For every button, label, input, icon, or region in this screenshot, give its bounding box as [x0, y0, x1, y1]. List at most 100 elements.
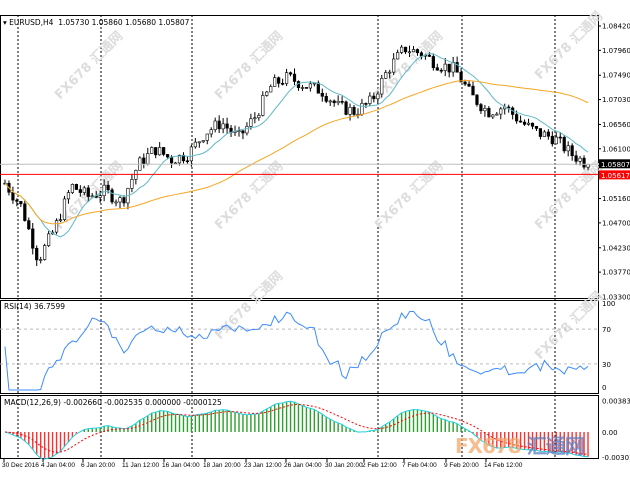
y-tick-label: 1.04700 — [602, 219, 630, 227]
y-tick-label: 1.05160 — [602, 195, 630, 203]
candle-body — [332, 100, 336, 104]
x-tick-label: 23 Jan 12:00 — [244, 462, 282, 469]
rsi-tick-label: 70 — [602, 326, 611, 334]
candle-body — [241, 130, 245, 134]
chart-title: ▾ EURUSD,H4 1.05730 1.05860 1.05680 1.05… — [3, 18, 190, 27]
rsi-tick-label: 30 — [602, 361, 611, 369]
candle-body — [284, 72, 289, 84]
candle-body — [403, 46, 408, 53]
candle-body — [193, 141, 197, 148]
candle-body — [58, 219, 63, 221]
candle-body — [249, 118, 253, 127]
candle-body — [455, 62, 459, 73]
watermark: FX678 汇通网 — [212, 268, 287, 343]
candle-body — [173, 162, 178, 165]
macd-tick-label: 0.00 — [602, 429, 618, 437]
candle-body — [134, 170, 138, 180]
candle-body — [550, 135, 554, 145]
candle-body — [479, 104, 483, 112]
current-price-label: 1.05807 — [601, 161, 630, 169]
candle-body — [328, 100, 332, 103]
macd-line — [4, 400, 589, 460]
x-tick-label: 4 Jan 04:00 — [41, 462, 75, 469]
rsi-tick-label: 0 — [602, 384, 606, 392]
candle-body — [142, 157, 146, 165]
x-tick-label: 6 Jan 20:00 — [81, 462, 115, 469]
candle-body — [451, 62, 455, 73]
y-tick-label: 1.04230 — [602, 244, 630, 252]
rsi-tick-label: 100 — [602, 300, 615, 308]
candle-body — [558, 136, 562, 139]
candle-body — [62, 198, 67, 220]
candle-body — [340, 101, 344, 103]
x-tick-label: 30 Dec 2016 — [2, 462, 39, 469]
rsi-line — [4, 310, 589, 391]
candle-body — [39, 259, 43, 261]
x-tick-label: 9 Feb 20:00 — [444, 462, 479, 469]
candle-body — [376, 93, 380, 100]
main-panel — [0, 15, 599, 299]
candle-body — [475, 94, 479, 105]
candle-body — [225, 123, 229, 129]
macd-panel — [0, 395, 599, 459]
candle-body — [495, 113, 499, 116]
x-tick-label: 16 Jan 04:00 — [162, 462, 200, 469]
candle-body — [471, 85, 475, 96]
y-tick-label: 1.07030 — [602, 96, 630, 104]
candle-body — [35, 247, 39, 261]
x-tick-label: 26 Jan 04:00 — [284, 462, 322, 469]
watermark: FX678 汇通网 — [212, 28, 287, 103]
watermark: FX678 汇通网 — [212, 158, 287, 233]
candle-body — [23, 203, 27, 221]
x-tick-label: 30 Jan 20:00 — [325, 462, 363, 469]
candle-body — [66, 192, 71, 200]
candle-body — [253, 117, 257, 120]
candle-body — [177, 154, 182, 164]
candle-body — [515, 114, 519, 122]
y-tick-label: 1.07490 — [602, 72, 630, 80]
candle-body — [90, 195, 94, 198]
candle-body — [150, 147, 154, 154]
fast-ma-line — [4, 52, 589, 238]
candle-body — [499, 108, 503, 115]
candle-body — [154, 147, 158, 156]
x-tick-label: 2 Feb 12:00 — [362, 462, 397, 469]
candle-body — [288, 72, 293, 75]
candle-body — [189, 146, 193, 162]
candle-body — [574, 155, 578, 162]
candle-body — [554, 136, 558, 145]
candle-body — [162, 147, 166, 155]
candle-body — [518, 120, 523, 123]
candle-body — [300, 87, 305, 89]
candle-body — [534, 126, 539, 129]
x-tick-label: 18 Jan 20:00 — [203, 462, 241, 469]
candle-body — [419, 52, 424, 57]
candle-body — [411, 49, 416, 53]
candle-body — [158, 147, 162, 156]
candle-body — [237, 130, 241, 133]
y-tick-label: 1.07960 — [602, 47, 630, 55]
candle-body — [86, 187, 90, 197]
candle-body — [11, 191, 15, 201]
fx678-logo: FX678 汇通网 — [455, 434, 585, 458]
candle-body — [70, 184, 75, 193]
candle-body — [110, 189, 114, 203]
candle-body — [74, 184, 78, 190]
candle-body — [344, 101, 348, 115]
y-tick-label: 1.06100 — [602, 145, 630, 153]
candle-body — [185, 160, 190, 163]
candle-body — [308, 83, 312, 89]
candle-body — [392, 58, 396, 73]
candle-body — [277, 77, 281, 84]
candle-body — [431, 56, 435, 68]
candle-body — [130, 179, 134, 189]
candle-body — [530, 122, 535, 127]
candle-body — [542, 131, 546, 137]
candle-body — [526, 122, 531, 125]
candle-body — [570, 145, 574, 157]
candle-body — [257, 115, 261, 119]
candle-body — [102, 184, 106, 196]
slow-ma-line — [4, 80, 589, 225]
candle-body — [582, 157, 586, 168]
